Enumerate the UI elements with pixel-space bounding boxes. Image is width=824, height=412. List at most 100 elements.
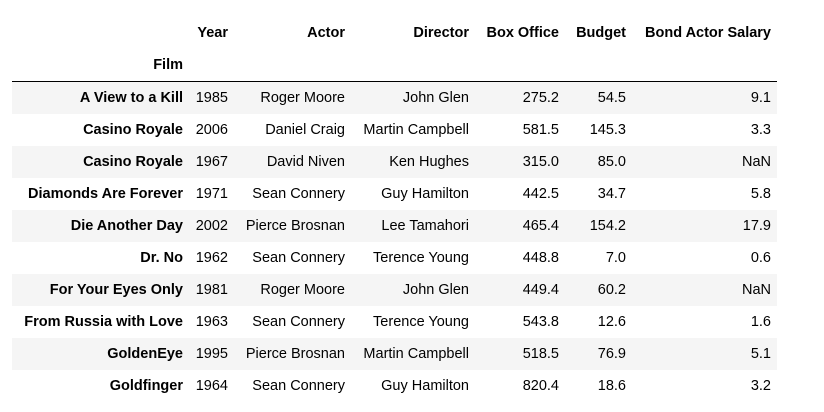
row-index-cell: Goldfinger xyxy=(109,378,183,394)
index-header-blank xyxy=(234,49,351,82)
table-cell: Guy Hamilton xyxy=(381,186,469,202)
index-header-row: Film xyxy=(12,49,777,82)
table-cell: 3.3 xyxy=(750,122,771,138)
table-cell: 465.4 xyxy=(522,218,559,234)
table-cell: 18.6 xyxy=(597,378,626,394)
table-cell: 1995 xyxy=(195,346,228,362)
table-row: Goldfinger 1964 Sean Connery Guy Hamilton 82… xyxy=(12,370,777,402)
row-index-cell: From Russia with Love xyxy=(24,314,183,330)
table-cell: 1964 xyxy=(195,378,228,394)
table-row: For Your Eyes Only 1981 Roger Moore John Gl… xyxy=(12,274,777,306)
table-cell: 1962 xyxy=(195,250,228,266)
table-cell: Sean Connery xyxy=(252,314,345,330)
table-cell: 76.9 xyxy=(597,346,626,362)
row-index-cell: Casino Royale xyxy=(83,154,183,170)
index-header-blank xyxy=(632,49,777,82)
table-cell: 1963 xyxy=(195,314,228,330)
column-header-row: Year Actor Director Box Office Budget Bond Ac… xyxy=(12,17,777,49)
table-row: Diamonds Are Forever 1971 Sean Connery Guy … xyxy=(12,178,777,210)
table-cell: 449.4 xyxy=(522,282,559,298)
row-index-cell: For Your Eyes Only xyxy=(49,282,183,298)
table-cell: 1.6 xyxy=(750,314,771,330)
table-cell: 1971 xyxy=(195,186,228,202)
table-cell: 581.5 xyxy=(522,122,559,138)
table-cell: 2002 xyxy=(195,218,228,234)
table-cell: John Glen xyxy=(402,90,469,106)
header-corner xyxy=(12,17,189,49)
table-row: Dr. No 1962 Sean Connery Terence Young 448.8… xyxy=(12,242,777,274)
table-cell: Roger Moore xyxy=(260,90,345,106)
dataframe-output: Year Actor Director Box Office Budget Bond Ac… xyxy=(12,17,777,402)
table-cell: 154.2 xyxy=(589,218,626,234)
row-index-cell: GoldenEye xyxy=(107,346,183,362)
table-cell: 17.9 xyxy=(742,218,771,234)
table-cell: Terence Young xyxy=(373,250,469,266)
table-cell: Ken Hughes xyxy=(389,154,469,170)
table-cell: 3.2 xyxy=(750,378,771,394)
table-cell: Sean Connery xyxy=(252,378,345,394)
index-header-blank xyxy=(475,49,565,82)
table-cell: 60.2 xyxy=(597,282,626,298)
table-cell: 442.5 xyxy=(522,186,559,202)
table-row: From Russia with Love 1963 Sean Connery Ter… xyxy=(12,306,777,338)
table-cell: 2006 xyxy=(195,122,228,138)
index-header-blank xyxy=(351,49,475,82)
index-name-header: Film xyxy=(153,57,183,73)
table-cell: Lee Tamahori xyxy=(381,218,469,234)
table-cell: 9.1 xyxy=(750,90,771,106)
table-cell: Martin Campbell xyxy=(363,122,469,138)
table-cell: 5.8 xyxy=(750,186,771,202)
index-header-blank xyxy=(189,49,234,82)
table-cell: 1985 xyxy=(195,90,228,106)
row-index-cell: Diamonds Are Forever xyxy=(28,186,183,202)
row-index-cell: Die Another Day xyxy=(70,218,183,234)
column-header: Bond Actor Salary xyxy=(645,25,771,41)
table-cell: Guy Hamilton xyxy=(381,378,469,394)
column-header: Box Office xyxy=(486,25,559,41)
table-cell: NaN xyxy=(741,154,771,170)
table-cell: 34.7 xyxy=(597,186,626,202)
table-cell: 12.6 xyxy=(597,314,626,330)
table-cell: Martin Campbell xyxy=(363,346,469,362)
table-cell: Sean Connery xyxy=(252,186,345,202)
column-header: Year xyxy=(197,25,228,41)
table-body: A View to a Kill 1985 Roger Moore John Glen… xyxy=(12,81,777,402)
table-cell: 518.5 xyxy=(522,346,559,362)
table-cell: 0.6 xyxy=(750,250,771,266)
table-cell: John Glen xyxy=(402,282,469,298)
row-index-cell: A View to a Kill xyxy=(79,90,183,106)
row-index-cell: Casino Royale xyxy=(83,122,183,138)
table-row: Casino Royale 1967 David Niven Ken Hughes 31… xyxy=(12,146,777,178)
table-cell: Pierce Brosnan xyxy=(245,346,345,362)
index-header-blank xyxy=(565,49,632,82)
table-cell: 5.1 xyxy=(750,346,771,362)
table-cell: Daniel Craig xyxy=(265,122,345,138)
table-cell: 145.3 xyxy=(589,122,626,138)
table-cell: Roger Moore xyxy=(260,282,345,298)
table-row: Casino Royale 2006 Daniel Craig Martin Camp… xyxy=(12,114,777,146)
column-header: Actor xyxy=(307,25,345,41)
table-cell: 448.8 xyxy=(522,250,559,266)
table-cell: 54.5 xyxy=(597,90,626,106)
column-header: Director xyxy=(413,25,469,41)
column-header: Budget xyxy=(576,25,626,41)
table-cell: David Niven xyxy=(266,154,345,170)
table-cell: 85.0 xyxy=(597,154,626,170)
table-cell: 1981 xyxy=(195,282,228,298)
table-cell: 275.2 xyxy=(522,90,559,106)
table-header: Year Actor Director Box Office Budget Bond Ac… xyxy=(12,17,777,82)
table-cell: 315.0 xyxy=(522,154,559,170)
row-index-cell: Dr. No xyxy=(140,250,183,266)
table-cell: 7.0 xyxy=(605,250,626,266)
table-row: Die Another Day 2002 Pierce Brosnan Lee Tam… xyxy=(12,210,777,242)
table-cell: Pierce Brosnan xyxy=(245,218,345,234)
table-cell: 1967 xyxy=(195,154,228,170)
table-cell: Sean Connery xyxy=(252,250,345,266)
table-row: A View to a Kill 1985 Roger Moore John Glen… xyxy=(12,81,777,114)
table-cell: 820.4 xyxy=(522,378,559,394)
dataframe-table: Year Actor Director Box Office Budget Bond Ac… xyxy=(12,17,777,402)
table-cell: NaN xyxy=(741,282,771,298)
table-cell: Terence Young xyxy=(373,314,469,330)
table-cell: 543.8 xyxy=(522,314,559,330)
table-row: GoldenEye 1995 Pierce Brosnan Martin Campbe… xyxy=(12,338,777,370)
